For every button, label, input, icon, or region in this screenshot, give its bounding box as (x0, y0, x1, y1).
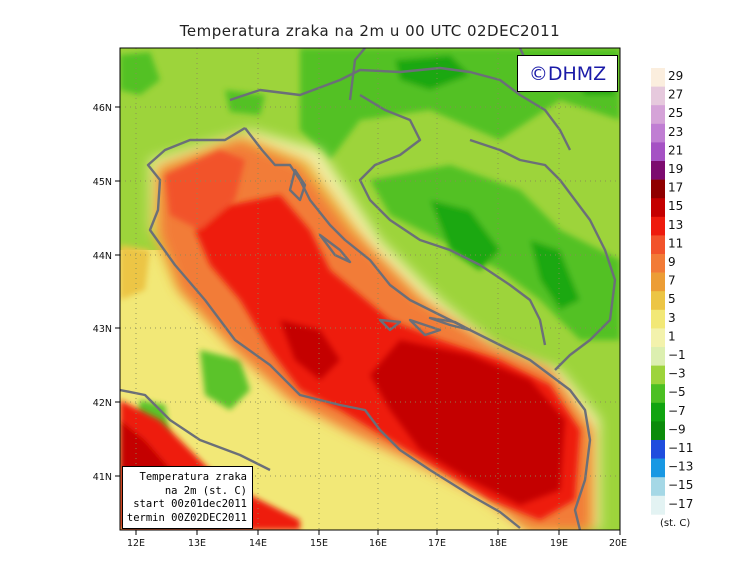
colorbar-swatch (651, 161, 665, 180)
colorbar-label: 17 (668, 181, 683, 195)
copyright-box: ©DHMZ (517, 55, 618, 92)
x-tick-label: 12E (127, 538, 145, 549)
colorbar-label: 5 (668, 292, 676, 306)
x-tick-label: 19E (550, 538, 568, 549)
x-tick-label: 16E (369, 538, 387, 549)
colorbar-label: 7 (668, 274, 676, 288)
colorbar-label: 29 (668, 69, 683, 83)
colorbar: 29 27 25 23 21 19 17 15 13 11 9 7 5 3 1 −1 −3 −5 −7 −9 −11 −1… (651, 68, 693, 515)
colorbar-swatch (651, 458, 665, 478)
colorbar-swatch (651, 105, 665, 125)
copyright-text: ©DHMZ (528, 62, 607, 85)
colorbar-label: 15 (668, 199, 683, 213)
colorbar-unit: (st. C) (660, 518, 691, 529)
colorbar-swatch (651, 254, 665, 273)
colorbar-swatch (651, 495, 665, 515)
info-line: na 2m (st. C) (164, 484, 247, 497)
colorbar-label: 25 (668, 106, 683, 120)
colorbar-label: 13 (668, 218, 683, 232)
colorbar-label: −5 (668, 385, 686, 399)
colorbar-swatch (651, 365, 665, 385)
colorbar-label: 1 (668, 329, 676, 343)
colorbar-swatch (651, 347, 665, 366)
colorbar-swatch (651, 179, 665, 199)
y-tick-label: 45N (93, 177, 112, 188)
colorbar-swatch (651, 402, 665, 422)
map-title: Temperatura zraka na 2m u 00 UTC 02DEC20… (179, 22, 561, 40)
colorbar-label: −7 (668, 404, 686, 418)
x-tick-label: 13E (188, 538, 206, 549)
x-tick-label: 15E (310, 538, 328, 549)
y-tick-label: 41N (93, 472, 112, 483)
colorbar-label: −11 (668, 441, 693, 455)
colorbar-swatch (651, 198, 665, 218)
colorbar-swatch (651, 440, 665, 459)
colorbar-label: 9 (668, 255, 676, 269)
x-tick-label: 20E (609, 538, 627, 549)
colorbar-swatch (651, 142, 665, 162)
colorbar-label: 21 (668, 143, 683, 157)
colorbar-swatch (651, 384, 665, 404)
colorbar-label: 23 (668, 125, 683, 139)
colorbar-swatch (651, 328, 665, 348)
x-tick-label: 18E (489, 538, 507, 549)
colorbar-swatch (651, 123, 665, 143)
colorbar-label: 3 (668, 311, 676, 325)
colorbar-label: −15 (668, 478, 693, 492)
colorbar-swatch (651, 421, 665, 441)
colorbar-label: −17 (668, 497, 693, 511)
map-frame (119, 47, 621, 531)
x-tick-label: 14E (249, 538, 267, 549)
colorbar-label: −1 (668, 348, 686, 362)
colorbar-swatch (651, 272, 665, 292)
colorbar-label: −9 (668, 422, 686, 436)
colorbar-label: 11 (668, 236, 683, 250)
colorbar-swatch (651, 291, 665, 311)
colorbar-swatch (651, 309, 665, 329)
colorbar-swatch (651, 68, 665, 87)
y-tick-label: 46N (93, 103, 112, 114)
temperature-field (120, 48, 620, 530)
colorbar-swatch (651, 216, 665, 236)
info-box: Temperatura zraka na 2m (st. C) start 00… (122, 466, 253, 529)
colorbar-label: −3 (668, 367, 686, 381)
colorbar-label: −13 (668, 460, 693, 474)
colorbar-swatch (651, 235, 665, 255)
y-tick-label: 43N (93, 324, 112, 335)
y-tick-label: 42N (93, 398, 112, 409)
colorbar-swatch (651, 477, 665, 497)
colorbar-swatch (651, 86, 665, 106)
info-line: Temperatura zraka (139, 471, 247, 483)
colorbar-label: 27 (668, 88, 683, 102)
info-line: start 00z01dec2011 (133, 498, 247, 510)
y-tick-label: 44N (93, 251, 112, 262)
x-tick-label: 17E (428, 538, 446, 549)
info-line: termin 00Z02DEC2011 (126, 511, 247, 524)
colorbar-label: 19 (668, 162, 683, 176)
